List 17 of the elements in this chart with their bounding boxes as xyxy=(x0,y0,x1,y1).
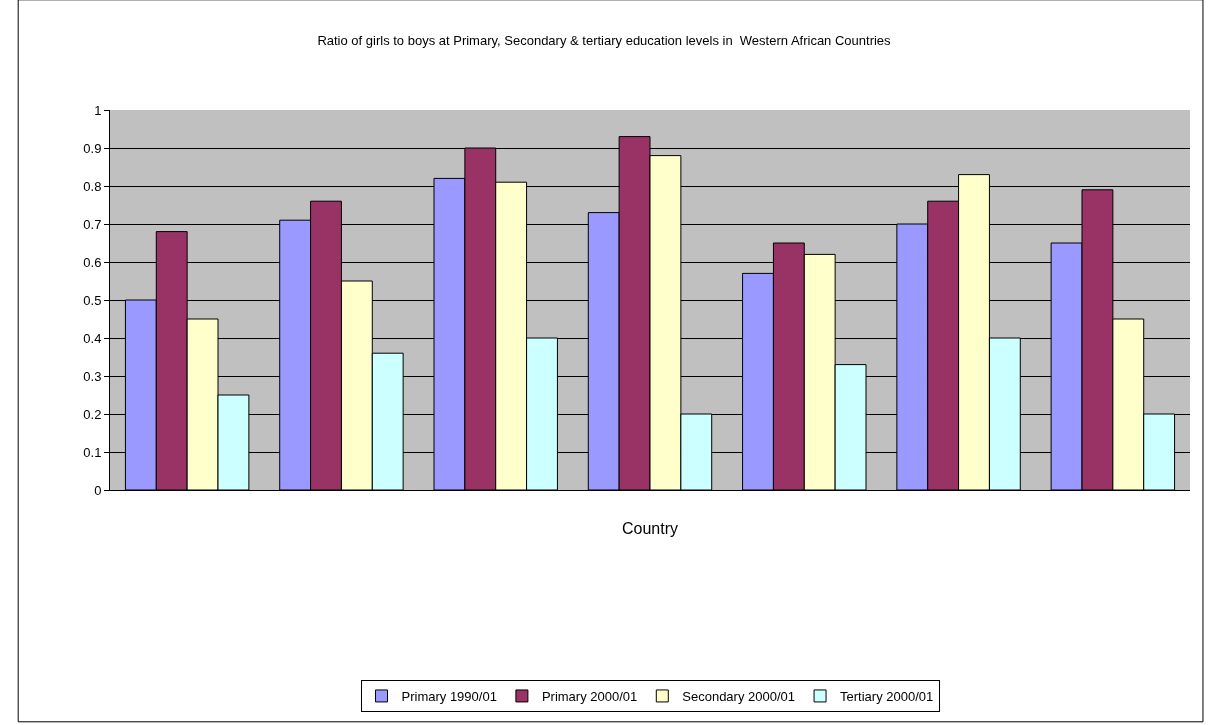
y-tick-label: 0.4 xyxy=(83,330,102,346)
y-tick-label: 0.1 xyxy=(83,444,102,460)
legend-label: Tertiary 2000/01 xyxy=(840,689,934,705)
y-tick-label: 0.7 xyxy=(83,216,102,232)
legend-label: Primary 1990/01 xyxy=(401,689,497,705)
y-tick-label: 0.8 xyxy=(83,178,102,194)
y-tick-label: 0 xyxy=(94,482,102,498)
legend-label: Primary 2000/01 xyxy=(541,689,638,705)
y-tick-label: 0.3 xyxy=(83,368,102,384)
y-tick-label: 1 xyxy=(94,102,102,118)
chart-title: Ratio of girls to boys at Primary, Secondary & tertiary education levels in Western African Countries xyxy=(317,33,892,49)
x-axis-title: Country xyxy=(621,520,679,538)
y-tick-label: 0.9 xyxy=(83,140,102,156)
y-tick-label: 0.5 xyxy=(83,292,102,308)
y-tick-label: 0.6 xyxy=(83,254,102,270)
legend-label: Secondary 2000/01 xyxy=(682,689,796,705)
y-tick-label: 0.2 xyxy=(83,406,102,422)
